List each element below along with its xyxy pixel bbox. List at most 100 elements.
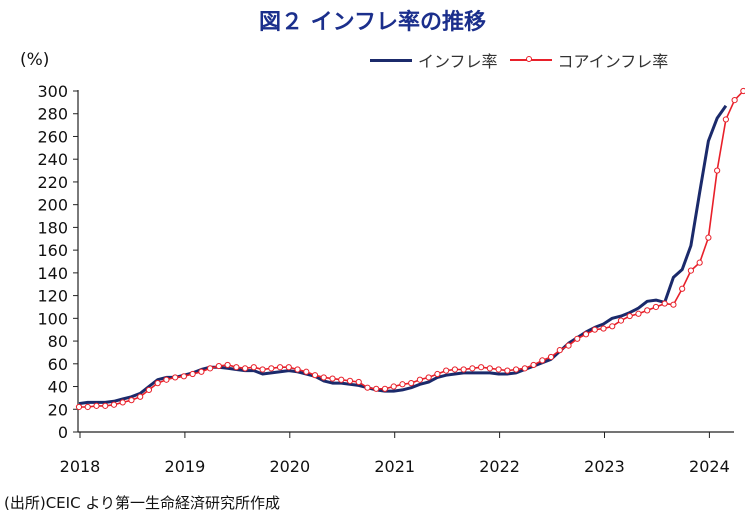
data-point-core-inflation (740, 87, 745, 95)
data-point-core-inflation (635, 310, 642, 317)
data-point-core-inflation (591, 326, 598, 333)
legend-line-core-inflation (509, 56, 552, 62)
data-point-core-inflation (137, 393, 144, 400)
series-line-core-inflation (79, 90, 744, 408)
data-point-core-inflation (355, 378, 362, 386)
data-point-core-inflation (303, 368, 310, 375)
data-point-core-inflation (320, 374, 327, 381)
data-point-core-inflation (425, 374, 432, 381)
y-tick-label: 60 (48, 355, 68, 374)
data-point-core-inflation (661, 300, 668, 307)
data-point-core-inflation (574, 335, 581, 342)
data-point-core-inflation (521, 365, 528, 372)
legend-line-inflation (370, 58, 412, 62)
data-point-core-inflation (154, 380, 161, 387)
chart-title: 図２ インフレ率の推移 (259, 10, 486, 35)
y-tick-label: 140 (37, 264, 68, 283)
data-point-core-inflation (416, 376, 424, 383)
data-point-core-inflation (84, 403, 91, 411)
data-point-core-inflation (486, 365, 493, 372)
x-tick-label: 2018 (60, 457, 101, 476)
source-note: (出所)CEIC より第一生命経済研究所作成 (4, 494, 281, 512)
data-point-core-inflation (364, 384, 371, 391)
x-tick-label: 2020 (269, 457, 310, 476)
data-point-core-inflation (233, 364, 240, 371)
data-point-core-inflation (102, 402, 109, 409)
y-tick-label: 220 (37, 173, 68, 192)
data-point-core-inflation (180, 373, 187, 380)
data-point-core-inflation (722, 116, 729, 123)
x-tick-label: 2024 (689, 457, 730, 476)
data-point-core-inflation (617, 317, 625, 324)
legend-label-inflation: インフレ率 (418, 52, 498, 71)
data-point-core-inflation (670, 301, 677, 308)
data-point-core-inflation (434, 370, 441, 378)
data-point-core-inflation (259, 366, 266, 373)
data-point-core-inflation (329, 375, 336, 382)
data-point-core-inflation (512, 366, 520, 373)
data-point-core-inflation (198, 368, 205, 375)
data-point-core-inflation (469, 365, 476, 372)
data-point-core-inflation (644, 307, 651, 314)
chart-legend: インフレ率 コアインフレ率 (370, 48, 680, 72)
data-point-core-inflation (705, 234, 712, 241)
data-point-core-inflation (172, 374, 179, 381)
data-point-core-inflation (565, 342, 572, 349)
data-point-core-inflation (687, 267, 695, 274)
data-point-core-inflation (582, 331, 590, 338)
y-tick-label: 240 (37, 150, 68, 169)
data-point-core-inflation (381, 385, 389, 392)
y-tick-label: 200 (37, 196, 68, 215)
y-tick-label: 260 (37, 127, 68, 146)
y-tick-label: 80 (48, 332, 68, 351)
x-tick-label: 2019 (165, 457, 206, 476)
data-point-core-inflation (478, 364, 485, 371)
y-tick-label: 100 (37, 309, 68, 328)
data-point-core-inflation (626, 312, 633, 320)
data-point-core-inflation (163, 376, 170, 383)
data-point-core-inflation (696, 259, 703, 266)
y-tick-label: 180 (37, 218, 68, 237)
data-point-core-inflation (241, 365, 249, 372)
legend-item-core-inflation: コアインフレ率 (509, 48, 668, 72)
data-point-core-inflation (609, 323, 616, 330)
y-tick-label: 160 (37, 241, 68, 260)
y-tick-label: 40 (48, 378, 68, 397)
data-point-core-inflation (408, 380, 415, 387)
data-point-core-inflation (311, 372, 319, 379)
data-point-core-inflation (119, 399, 126, 406)
data-point-core-inflation (346, 377, 354, 384)
y-tick-label: 20 (48, 400, 68, 419)
data-point-core-inflation (547, 353, 555, 361)
data-point-core-inflation (224, 361, 231, 369)
data-point-core-inflation (75, 403, 83, 411)
y-tick-label: 0 (58, 423, 68, 442)
data-point-core-inflation (600, 325, 607, 332)
y-tick-label: 120 (37, 287, 68, 306)
data-point-core-inflation (539, 357, 546, 364)
data-point-core-inflation (731, 96, 738, 104)
data-point-core-inflation (390, 383, 397, 390)
data-point-core-inflation (443, 367, 450, 374)
data-point-core-inflation (110, 401, 118, 408)
data-point-core-inflation (207, 365, 214, 372)
data-point-core-inflation (556, 347, 563, 354)
data-point-core-inflation (652, 303, 660, 311)
series-line-inflation (78, 104, 728, 406)
data-point-core-inflation (373, 385, 380, 392)
data-point-core-inflation (285, 364, 292, 371)
data-point-core-inflation (215, 362, 222, 370)
y-axis-unit-label: (%) (20, 50, 50, 70)
legend-marker-core-inflation (525, 56, 532, 62)
y-tick-label: 300 (37, 82, 68, 101)
data-point-core-inflation (504, 367, 511, 374)
x-tick-label: 2022 (479, 457, 520, 476)
x-tick-label: 2023 (584, 457, 625, 476)
data-point-core-inflation (399, 381, 406, 388)
data-point-core-inflation (460, 366, 467, 373)
data-point-core-inflation (276, 364, 284, 371)
data-point-core-inflation (714, 167, 721, 174)
data-point-core-inflation (268, 365, 275, 372)
data-point-core-inflation (93, 402, 100, 409)
